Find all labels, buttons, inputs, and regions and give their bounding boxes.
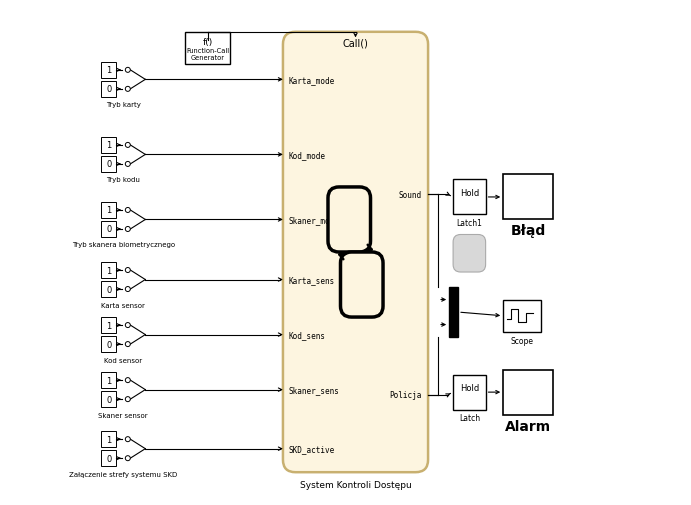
Text: f(): f() xyxy=(202,38,213,47)
FancyBboxPatch shape xyxy=(341,252,383,318)
Bar xyxy=(102,391,116,408)
Bar xyxy=(102,203,116,219)
Circle shape xyxy=(125,208,131,213)
Text: 0: 0 xyxy=(106,395,111,404)
Bar xyxy=(102,336,116,352)
Text: 1: 1 xyxy=(106,376,111,385)
Text: Błąd: Błąd xyxy=(511,224,546,238)
Text: 0: 0 xyxy=(106,454,111,463)
Bar xyxy=(503,370,553,415)
Circle shape xyxy=(125,227,131,232)
Text: Generator: Generator xyxy=(191,55,225,61)
Text: Załączenie strefy systemu SKD: Załączenie strefy systemu SKD xyxy=(69,471,178,477)
Bar xyxy=(102,317,116,334)
Bar xyxy=(102,281,116,298)
Text: 0: 0 xyxy=(106,160,111,169)
Text: Policja: Policja xyxy=(390,390,422,399)
Circle shape xyxy=(125,437,131,442)
Text: SKD_active: SKD_active xyxy=(289,444,335,453)
Text: Kod sensor: Kod sensor xyxy=(104,357,142,363)
Text: Kod_mode: Kod_mode xyxy=(289,150,326,160)
Circle shape xyxy=(125,287,131,292)
Bar xyxy=(503,300,540,332)
Bar xyxy=(102,157,116,173)
Text: 0: 0 xyxy=(106,340,111,349)
Text: 1: 1 xyxy=(106,141,111,150)
Text: 0: 0 xyxy=(106,285,111,294)
Text: Skaner_sens: Skaner_sens xyxy=(289,385,340,394)
Circle shape xyxy=(125,323,131,328)
Bar xyxy=(102,63,116,79)
Text: Tryb skanera biometrycznego: Tryb skanera biometrycznego xyxy=(72,242,175,248)
Circle shape xyxy=(125,342,131,347)
Bar xyxy=(102,372,116,389)
Bar xyxy=(453,180,486,215)
Text: Karta_sens: Karta_sens xyxy=(289,276,335,284)
Circle shape xyxy=(125,87,131,92)
Text: 1: 1 xyxy=(106,266,111,275)
Text: Skaner sensor: Skaner sensor xyxy=(99,412,148,418)
Text: Alarm: Alarm xyxy=(505,419,551,433)
Circle shape xyxy=(125,268,131,273)
Text: 1: 1 xyxy=(106,435,111,444)
Text: System Kontroli Dostępu: System Kontroli Dostępu xyxy=(300,480,411,489)
FancyBboxPatch shape xyxy=(328,187,370,252)
Text: Karta_mode: Karta_mode xyxy=(289,76,335,85)
Circle shape xyxy=(125,68,131,73)
Circle shape xyxy=(125,456,131,461)
FancyBboxPatch shape xyxy=(283,33,428,472)
Text: Skaner_mode: Skaner_mode xyxy=(289,216,340,225)
Bar xyxy=(102,450,116,467)
Bar xyxy=(102,431,116,447)
Text: 1: 1 xyxy=(106,206,111,215)
Text: 0: 0 xyxy=(106,85,111,94)
Circle shape xyxy=(125,378,131,383)
Bar xyxy=(102,262,116,279)
Text: 0: 0 xyxy=(106,225,111,234)
Circle shape xyxy=(125,162,131,167)
Text: Hold: Hold xyxy=(460,189,479,198)
Circle shape xyxy=(125,397,131,402)
Bar xyxy=(185,32,230,65)
Text: Call(): Call() xyxy=(343,39,368,48)
Bar xyxy=(503,175,553,220)
Text: Karta sensor: Karta sensor xyxy=(102,302,145,308)
Text: 1: 1 xyxy=(106,66,111,75)
Bar xyxy=(102,221,116,238)
Circle shape xyxy=(125,143,131,148)
Text: Latch1: Latch1 xyxy=(457,219,482,228)
Text: 1: 1 xyxy=(106,321,111,330)
Text: Hold: Hold xyxy=(460,384,479,393)
Bar xyxy=(449,287,458,337)
Text: Scope: Scope xyxy=(511,336,533,345)
Text: Latch: Latch xyxy=(459,413,480,422)
Text: Sound: Sound xyxy=(399,190,422,199)
Bar xyxy=(453,375,486,410)
Bar xyxy=(102,137,116,154)
FancyBboxPatch shape xyxy=(453,235,486,273)
Text: Tryb kodu: Tryb kodu xyxy=(106,177,140,183)
Bar xyxy=(102,81,116,98)
Text: Tryb karty: Tryb karty xyxy=(106,102,141,108)
Text: Function-Call: Function-Call xyxy=(187,48,229,54)
Text: Kod_sens: Kod_sens xyxy=(289,330,326,339)
